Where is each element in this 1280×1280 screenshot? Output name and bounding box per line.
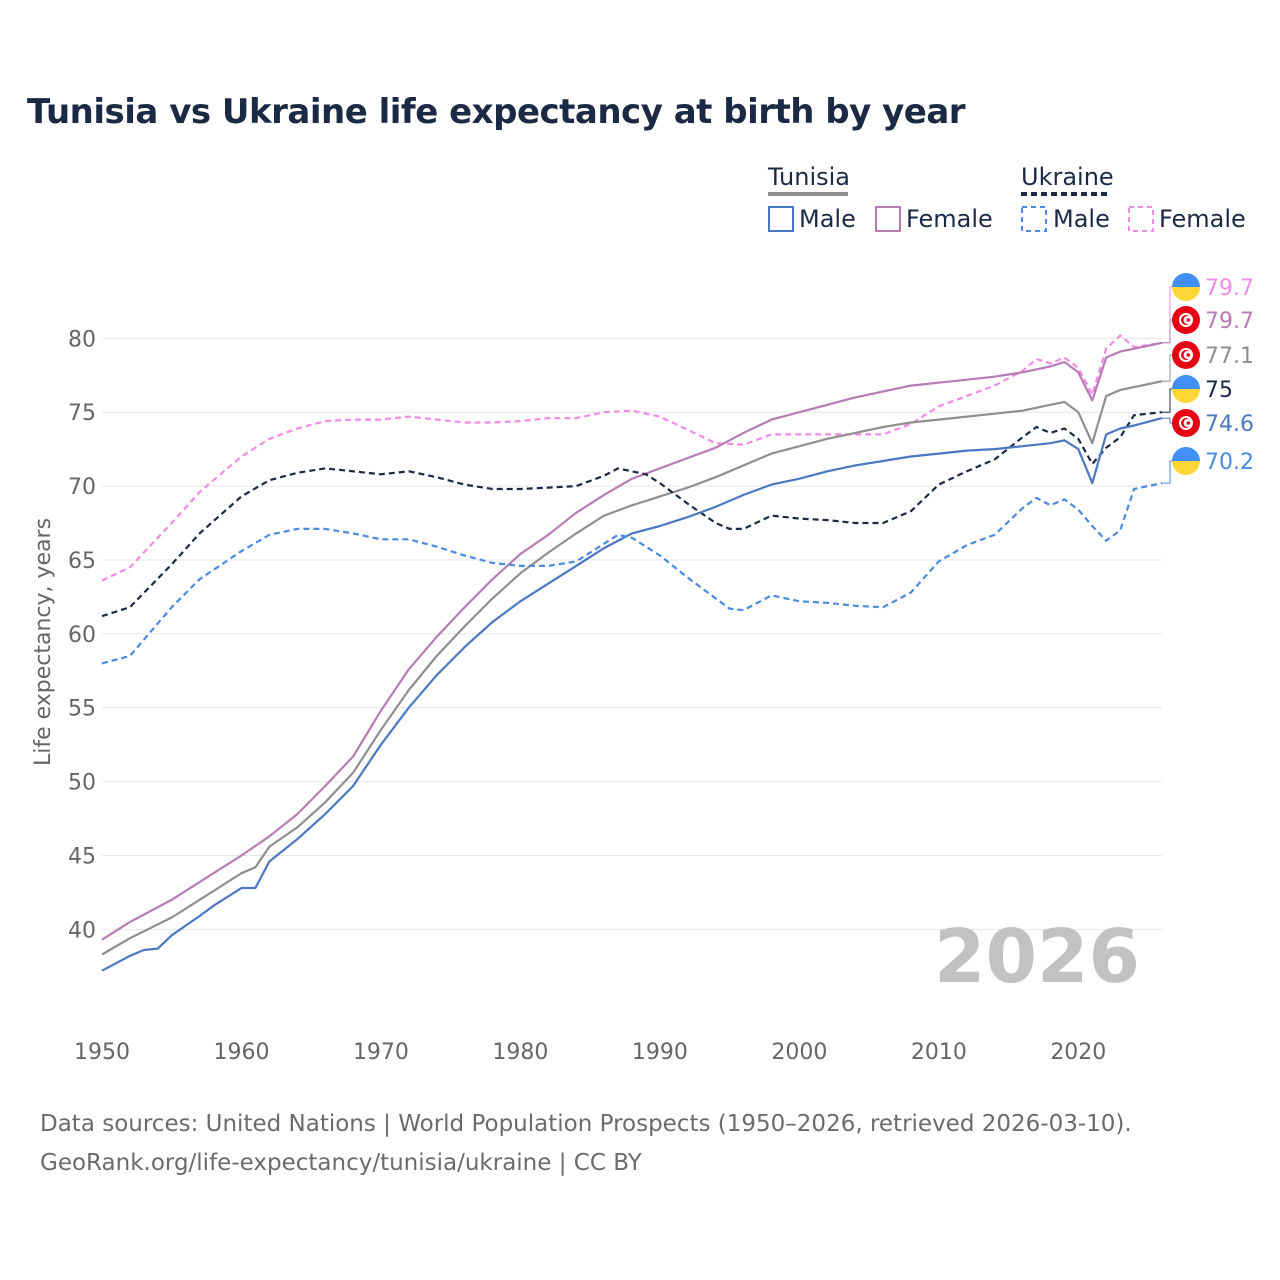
end-connector-ukraine-total <box>1162 388 1174 413</box>
tunisia-flag-icon <box>1172 341 1200 369</box>
x-tick-label: 1970 <box>353 1040 409 1065</box>
ukraine-flag-icon <box>1172 447 1200 475</box>
series-line-tunisia-total <box>101 380 1163 956</box>
legend-ukraine-male-swatch <box>1021 206 1047 232</box>
end-label-tunisia-total: 77.1 <box>1205 344 1254 369</box>
x-tick-label: 1960 <box>213 1040 269 1065</box>
end-connector-ukraine-male <box>1162 460 1174 484</box>
legend-tunisia-female: Female <box>906 205 993 233</box>
legend-ukraine-female: Female <box>1159 205 1246 233</box>
y-tick-label: 45 <box>68 844 96 869</box>
legend: Tunisia Male Female Ukraine Male Female <box>767 163 1246 233</box>
series-line-ukraine-male <box>101 482 1163 665</box>
legend-tunisia-female-swatch <box>875 206 901 232</box>
legend-tunisia-male: Male <box>799 205 856 233</box>
end-label-tunisia-female: 79.7 <box>1205 309 1254 334</box>
end-label-tunisia-male: 74.6 <box>1205 412 1254 437</box>
chart-title: Tunisia vs Ukraine life expectancy at bi… <box>27 92 966 132</box>
x-tick-label: 2010 <box>911 1040 967 1065</box>
ukraine-flag-icon <box>1172 273 1200 301</box>
data-sources: Data sources: United Nations | World Pop… <box>40 1111 1132 1137</box>
y-tick-label: 70 <box>68 475 96 500</box>
grid-lines <box>102 337 1162 930</box>
y-tick-label: 40 <box>68 918 96 943</box>
series-line-tunisia-female <box>101 341 1163 941</box>
end-connector-ukraine-female <box>1162 286 1174 344</box>
footer: Data sources: United Nations | World Pop… <box>40 1105 1132 1183</box>
tunisia-flag-icon <box>1172 306 1200 334</box>
end-connector-tunisia-total <box>1162 354 1174 382</box>
x-axis-ticks: 1950 1960 1970 1980 1990 2000 2010 2020 <box>74 1040 1106 1065</box>
credit-link[interactable]: GeoRank.org/life-expectancy/tunisia/ukra… <box>40 1150 642 1176</box>
y-tick-label: 75 <box>68 401 96 426</box>
end-connector-tunisia-female <box>1162 319 1174 344</box>
series-line-ukraine-total <box>101 411 1163 618</box>
year-watermark: 2026 <box>934 914 1140 1000</box>
end-label-ukraine-total: 75 <box>1205 378 1233 403</box>
y-tick-label: 80 <box>68 327 96 352</box>
legend-tunisia-male-swatch <box>768 206 794 232</box>
series-line-tunisia-male <box>101 417 1163 972</box>
y-tick-label: 50 <box>68 771 96 796</box>
legend-group-ukraine: Ukraine <box>1021 163 1114 191</box>
legend-ukraine-female-swatch <box>1128 206 1154 232</box>
legend-group-tunisia: Tunisia <box>767 163 850 191</box>
x-tick-label: 1980 <box>492 1040 548 1065</box>
y-axis-ticks: 40 45 50 55 60 65 70 75 80 <box>68 327 96 943</box>
series-line-ukraine-female <box>101 334 1163 582</box>
y-tick-label: 55 <box>68 697 96 722</box>
end-label-ukraine-female: 79.7 <box>1205 276 1254 301</box>
y-tick-label: 60 <box>68 623 96 648</box>
ukraine-flag-icon <box>1172 375 1200 403</box>
x-tick-label: 1990 <box>632 1040 688 1065</box>
series-lines <box>101 334 1163 972</box>
tunisia-flag-icon <box>1172 409 1200 437</box>
x-tick-label: 2020 <box>1050 1040 1106 1065</box>
end-labels: 79.7 79.7 77.1 75 74.6 70.2 <box>1162 273 1254 484</box>
x-tick-label: 1950 <box>74 1040 130 1065</box>
end-label-ukraine-male: 70.2 <box>1205 450 1254 475</box>
x-tick-label: 2000 <box>771 1040 827 1065</box>
legend-ukraine-male: Male <box>1053 205 1110 233</box>
y-axis-label: Life expectancy, years <box>31 518 56 766</box>
y-tick-label: 65 <box>68 549 96 574</box>
